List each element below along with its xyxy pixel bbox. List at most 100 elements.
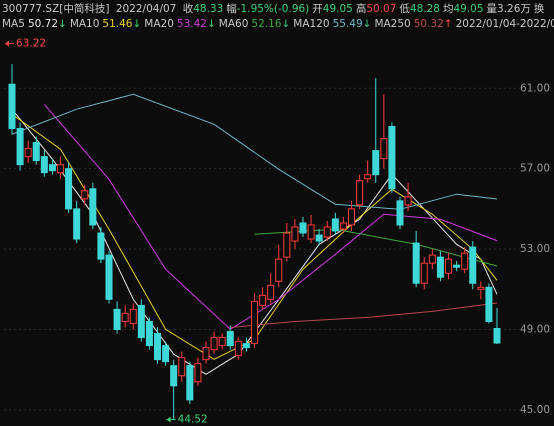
candle-body bbox=[364, 174, 372, 180]
ma-row: MA5 50.72↓ MA10 51.46↓ MA20 53.42↓ MA60 52.16↓ M… bbox=[2, 16, 554, 31]
ma-line bbox=[11, 93, 498, 210]
candle-body bbox=[275, 258, 283, 282]
annotation-arrowhead bbox=[166, 416, 171, 423]
ma-name: MA5 bbox=[2, 18, 25, 30]
annotation-label: 63.22 bbox=[16, 38, 46, 50]
candle-body bbox=[339, 222, 347, 230]
quote-value: 49.05 bbox=[322, 3, 353, 15]
candle-body bbox=[259, 294, 267, 306]
candle-body bbox=[315, 234, 323, 242]
quote-label: 量 bbox=[486, 3, 498, 15]
ma-trend: ↓ bbox=[58, 18, 67, 30]
quote-label: 高 bbox=[355, 3, 367, 15]
candle-body bbox=[291, 226, 299, 242]
candle-body bbox=[453, 264, 461, 268]
ma-line bbox=[11, 113, 498, 360]
quote-value: -1.95%(-0.96) bbox=[236, 3, 310, 15]
candle-body bbox=[73, 208, 81, 240]
ma-line bbox=[43, 104, 498, 330]
candle-body bbox=[137, 304, 145, 339]
candle-body bbox=[485, 286, 493, 322]
candle-body bbox=[412, 242, 420, 284]
ma-name: MA60 bbox=[218, 18, 249, 30]
candle-body bbox=[162, 345, 170, 363]
quote-value: 48.28 bbox=[409, 3, 440, 15]
quote-label: 均 bbox=[442, 3, 454, 15]
ma-value: 55.49 bbox=[332, 18, 363, 30]
ma-value: 53.42 bbox=[176, 18, 207, 30]
quote-value: 48.33 bbox=[193, 3, 224, 15]
candle-body bbox=[170, 365, 178, 387]
candle-body bbox=[145, 320, 153, 347]
candle-body bbox=[40, 156, 48, 174]
ma-trend: ↑ bbox=[443, 18, 453, 30]
y-tick-label: 61.00 bbox=[520, 82, 550, 94]
candle-body bbox=[129, 308, 137, 324]
quote-value: 50.07 bbox=[366, 3, 397, 15]
candle-body bbox=[267, 284, 275, 300]
candle-body bbox=[32, 142, 40, 162]
candle-body bbox=[178, 357, 186, 377]
y-tick-label: 53.00 bbox=[520, 243, 550, 255]
ma-name: MA20 bbox=[144, 18, 174, 30]
y-tick-label: 49.00 bbox=[520, 324, 550, 336]
ma-name: MA250 bbox=[374, 18, 411, 30]
ma-line bbox=[254, 228, 498, 267]
candle-body bbox=[194, 363, 202, 383]
candle-body bbox=[186, 365, 194, 401]
ma-trend: ↓ bbox=[206, 18, 216, 30]
candle-body bbox=[121, 312, 129, 322]
candle-body bbox=[348, 208, 355, 226]
y-tick-label: 45.00 bbox=[520, 404, 550, 416]
y-tick-label: 57.00 bbox=[520, 163, 550, 175]
candle-body bbox=[388, 125, 396, 190]
candle-body bbox=[24, 148, 32, 158]
candle-body bbox=[89, 188, 97, 226]
candle-body bbox=[331, 218, 339, 232]
quote-label: 开 bbox=[312, 3, 323, 15]
candle-body bbox=[48, 164, 56, 172]
candle-body bbox=[436, 256, 444, 278]
candle-body bbox=[154, 333, 161, 361]
candle-body bbox=[469, 246, 477, 284]
candle-body bbox=[202, 347, 210, 361]
quote-label: 换 bbox=[533, 3, 545, 15]
candle-body bbox=[97, 232, 105, 260]
ma-value: 50.72 bbox=[27, 18, 58, 30]
candle-body bbox=[226, 331, 234, 347]
ma-name: MA10 bbox=[69, 18, 100, 30]
candle-body bbox=[323, 226, 331, 238]
quote-value: 3.26万 bbox=[497, 3, 531, 15]
candle-body bbox=[461, 252, 469, 270]
candle-body bbox=[81, 190, 89, 200]
annotation-arrowhead bbox=[5, 40, 9, 47]
candle-body bbox=[396, 200, 404, 226]
quote-value: 49.05 bbox=[453, 3, 484, 15]
date-range: 2022/01/04-2022/04/07(61日) bbox=[455, 18, 554, 30]
ma-trend: ↓ bbox=[362, 18, 372, 30]
candle-body bbox=[65, 168, 73, 210]
candle-body bbox=[307, 224, 315, 240]
quote-row: 300777.SZ[中简科技] 2022/04/07 收48.33 幅-1.95%… bbox=[2, 1, 544, 16]
candle-body bbox=[493, 328, 501, 344]
quote-label: 收 bbox=[182, 3, 194, 15]
candle-body bbox=[234, 341, 242, 357]
candle-body bbox=[16, 127, 24, 166]
candle-body bbox=[356, 180, 364, 206]
annotation-label: 44.52 bbox=[178, 414, 208, 426]
candle-body bbox=[242, 343, 250, 349]
candle-body bbox=[420, 262, 428, 284]
candle-body bbox=[445, 258, 452, 274]
candle-body bbox=[404, 196, 412, 206]
candle-body bbox=[57, 164, 64, 174]
candle-body bbox=[283, 232, 291, 258]
candle-body bbox=[113, 308, 121, 331]
stock-code: 300777.SZ[中简科技] bbox=[2, 3, 110, 15]
candle-body bbox=[251, 300, 258, 345]
candle-body bbox=[8, 83, 16, 129]
candle-body bbox=[380, 138, 388, 160]
candle-body bbox=[210, 337, 218, 351]
quote-label: 幅 bbox=[226, 3, 237, 15]
